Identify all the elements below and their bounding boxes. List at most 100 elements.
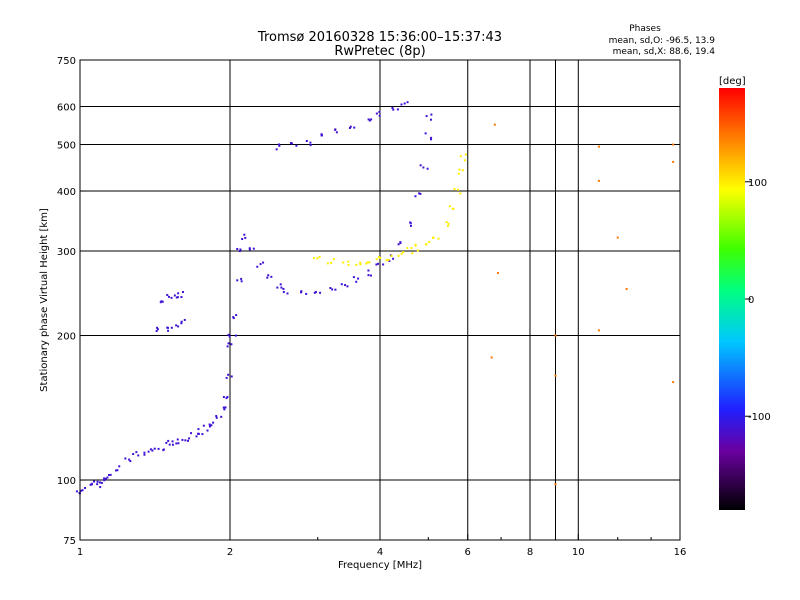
echo-point (143, 453, 146, 456)
echo-point (305, 292, 308, 295)
echo-point (81, 489, 84, 492)
echo-point (409, 221, 412, 224)
echo-point (422, 166, 425, 169)
echo-point (392, 257, 395, 260)
echo-point (100, 481, 103, 484)
echo-point (118, 465, 121, 468)
echo-point (368, 261, 371, 264)
echo-point (416, 249, 419, 252)
echo-point (175, 324, 178, 327)
echo-point (319, 291, 322, 294)
echo-point (397, 243, 400, 246)
echo-point (230, 343, 233, 346)
echo-point (391, 106, 394, 109)
echo-point (173, 294, 176, 297)
echo-point (332, 258, 335, 261)
echo-point (430, 136, 433, 139)
echo-point (96, 483, 99, 486)
echo-point (75, 490, 78, 493)
echo-point (300, 291, 303, 294)
echo-point (236, 247, 239, 250)
echo-point (222, 406, 225, 409)
echo-point (425, 115, 428, 118)
echo-point (387, 259, 390, 262)
echo-point (399, 242, 402, 245)
echo-point (625, 288, 628, 291)
echo-point (93, 480, 96, 483)
echo-point (234, 334, 237, 337)
echo-point (359, 261, 362, 264)
echo-point (240, 277, 243, 280)
echo-point (167, 295, 170, 298)
echo-point (426, 167, 429, 170)
echo-point (167, 439, 170, 442)
echo-point (334, 128, 337, 131)
echo-point (366, 261, 369, 264)
echo-point (276, 286, 279, 289)
echo-point (457, 188, 460, 191)
echo-point (414, 195, 417, 198)
echo-point (335, 131, 338, 134)
colorbar: [deg] 100 0 -100 (719, 76, 771, 510)
echo-point (96, 480, 99, 483)
echo-point (170, 326, 173, 329)
echo-point (321, 134, 324, 137)
echo-point (278, 143, 281, 146)
echo-point (448, 205, 451, 208)
echo-point (400, 252, 403, 255)
echo-point (244, 236, 247, 239)
echo-point (232, 317, 235, 320)
echo-point (458, 168, 461, 171)
echo-point (342, 261, 345, 264)
echo-point (496, 271, 499, 274)
echo-point (160, 300, 163, 303)
echo-point (375, 263, 378, 266)
echo-point (180, 296, 183, 299)
x-tick-label: 1 (77, 547, 83, 558)
echo-point (215, 415, 218, 418)
echo-point (378, 110, 381, 113)
echo-point (208, 425, 211, 428)
echo-point (554, 334, 557, 337)
echo-point (275, 148, 278, 151)
echo-point (187, 439, 190, 442)
echo-point (357, 277, 360, 280)
echo-point (554, 483, 557, 486)
echo-point (432, 236, 435, 239)
echo-point (147, 450, 150, 453)
echo-point (430, 118, 433, 121)
echo-point (176, 296, 179, 299)
echo-point (312, 257, 315, 260)
echo-point (369, 274, 372, 277)
echo-point (99, 486, 102, 489)
echo-point (452, 207, 455, 210)
echo-point (597, 329, 600, 332)
echo-point (197, 428, 200, 431)
echo-point (180, 320, 183, 323)
data-points (75, 101, 675, 495)
echo-point (382, 263, 385, 266)
echo-point (430, 113, 433, 116)
echo-point (309, 141, 312, 144)
echo-point (282, 291, 285, 294)
echo-point (406, 101, 409, 104)
echo-point (425, 243, 428, 246)
echo-point (248, 248, 251, 251)
echo-point (201, 433, 204, 436)
echo-point (279, 283, 282, 286)
y-tick-label: 100 (57, 476, 76, 487)
echo-point (243, 233, 246, 236)
y-tick-label: 400 (57, 187, 76, 198)
echo-point (347, 263, 350, 266)
echo-point (375, 258, 378, 261)
echo-point (129, 460, 132, 463)
y-axis-label: Stationary phase Virtual Height [km] (39, 208, 50, 392)
echo-point (378, 256, 381, 259)
echo-point (347, 260, 350, 263)
echo-point (135, 451, 138, 454)
x-tick-label: 10 (572, 547, 585, 558)
echo-point (390, 254, 393, 257)
colorbar-gradient (719, 88, 745, 510)
echo-point (392, 108, 395, 111)
